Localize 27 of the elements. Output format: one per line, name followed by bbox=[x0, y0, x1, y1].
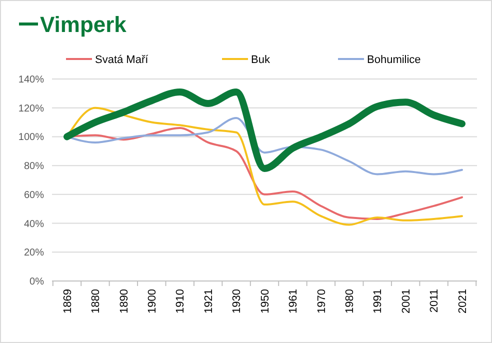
y-tick-label: 140% bbox=[18, 74, 44, 86]
y-tick-label: 60% bbox=[24, 190, 44, 201]
x-tick-label: 2021 bbox=[456, 289, 469, 314]
x-tick-label: 1869 bbox=[62, 289, 74, 314]
x-tick-label: 2011 bbox=[428, 289, 441, 313]
x-tick-label: 1970 bbox=[316, 289, 328, 314]
legend-label: Buk bbox=[251, 54, 270, 66]
y-tick-label: 40% bbox=[24, 218, 44, 230]
x-tick-label: 1950 bbox=[259, 289, 272, 314]
x-tick-label: 1900 bbox=[146, 289, 158, 314]
x-tick-label: 1991 bbox=[372, 289, 384, 314]
legend-label: Vimperk bbox=[40, 12, 128, 37]
x-tick-label: 1910 bbox=[174, 289, 187, 314]
y-tick-label: 80% bbox=[24, 161, 44, 172]
y-tick-label: 120% bbox=[18, 103, 44, 114]
x-tick-label: 1930 bbox=[231, 289, 244, 314]
x-tick-label: 1921 bbox=[202, 289, 215, 314]
x-tick-label: 1890 bbox=[118, 289, 130, 314]
legend-label: Bohumilice bbox=[367, 54, 421, 66]
legend-label: Svatá Maří bbox=[95, 54, 150, 66]
x-tick-label: 1961 bbox=[288, 289, 300, 314]
x-tick-label: 2001 bbox=[400, 289, 412, 314]
y-tick-label: 100% bbox=[18, 132, 44, 144]
y-tick-label: 0% bbox=[30, 276, 44, 288]
x-tick-label: 1980 bbox=[344, 289, 356, 314]
y-tick-label: 20% bbox=[24, 248, 44, 259]
x-tick-label: 1880 bbox=[90, 289, 102, 314]
